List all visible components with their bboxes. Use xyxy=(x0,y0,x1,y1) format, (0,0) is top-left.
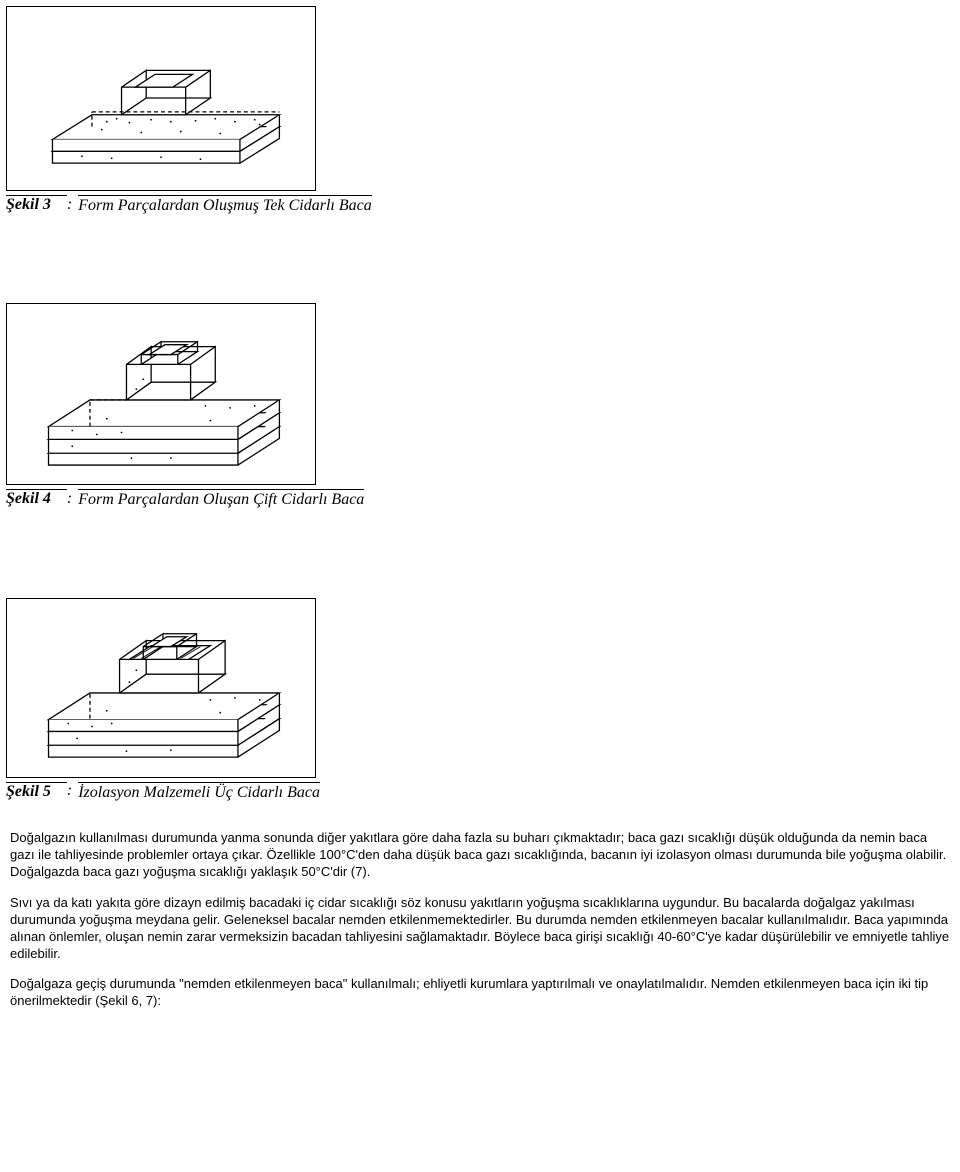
figure-3-frame xyxy=(6,6,316,191)
paragraph-1: Doğalgazın kullanılması durumunda yanma … xyxy=(10,830,950,881)
figure-4-drawing xyxy=(13,310,309,480)
figure-4-caption-label: Şekil 4 xyxy=(6,490,67,510)
caption-colon: : xyxy=(67,490,78,510)
body-text-region: Doğalgazın kullanılması durumunda yanma … xyxy=(10,830,950,1010)
figure-5-caption-text: İzolasyon Malzemeli Üç Cidarlı Baca xyxy=(78,782,320,802)
figure-5-caption: Şekil 5 : İzolasyon Malzemeli Üç Cidarlı… xyxy=(6,782,426,802)
figure-3-caption-text: Form Parçalardan Oluşmuş Tek Cidarlı Bac… xyxy=(78,196,371,216)
figure-3-caption-label: Şekil 3 xyxy=(6,196,67,216)
figure-5-frame xyxy=(6,598,316,778)
figure-4-caption: Şekil 4 : Form Parçalardan Oluşan Çift C… xyxy=(6,489,426,509)
figure-5-caption-label: Şekil 5 xyxy=(6,782,67,802)
figure-3-caption: Şekil 3 : Form Parçalardan Oluşmuş Tek C… xyxy=(6,195,426,215)
figure-3-block: Şekil 3 : Form Parçalardan Oluşmuş Tek C… xyxy=(0,6,960,215)
caption-colon: : xyxy=(67,196,78,216)
paragraph-3: Doğalgaza geçiş durumunda "nemden etkile… xyxy=(10,976,950,1010)
figure-4-caption-text: Form Parçalardan Oluşan Çift Cidarlı Bac… xyxy=(78,490,364,510)
figure-3-drawing xyxy=(13,13,309,186)
paragraph-2: Sıvı ya da katı yakıta göre dizayn edilm… xyxy=(10,895,950,963)
figure-4-frame xyxy=(6,303,316,485)
caption-colon: : xyxy=(67,782,78,802)
figure-4-block: Şekil 4 : Form Parçalardan Oluşan Çift C… xyxy=(0,303,960,509)
figure-5-drawing xyxy=(13,605,309,773)
figure-5-block: Şekil 5 : İzolasyon Malzemeli Üç Cidarlı… xyxy=(0,598,960,802)
